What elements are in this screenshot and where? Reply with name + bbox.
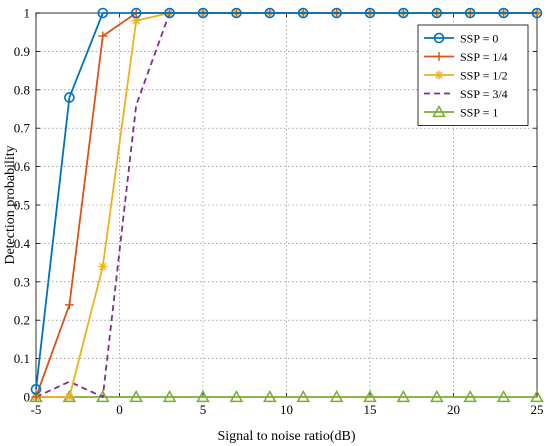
legend-entry: SSP = 3/4 (424, 87, 508, 101)
data-point (130, 7, 142, 19)
x-tick-label: 20 (447, 402, 460, 417)
data-point (364, 7, 376, 19)
legend: SSP = 0 SSP = 1/4 SSP = 1/2 SSP = 3/4 SSP = … (417, 24, 529, 126)
data-point (98, 31, 108, 41)
legend-marker (432, 104, 446, 118)
data-point (496, 389, 511, 403)
data-point (30, 384, 42, 395)
y-tick-label: 0.2 (14, 313, 30, 328)
x-tick-label: 15 (364, 402, 377, 417)
data-point (197, 7, 209, 19)
x-tick-label: 10 (280, 402, 293, 417)
data-point (97, 7, 109, 19)
legend-label: SSP = 1 (460, 106, 498, 120)
data-point (64, 300, 74, 310)
asterisk-marker-d2 (435, 71, 443, 79)
legend-label: SSP = 0 (460, 32, 498, 46)
y-tick-label: 0.6 (14, 159, 31, 174)
data-point (263, 389, 277, 403)
data-point (498, 7, 509, 19)
y-tick-label: 0 (24, 390, 31, 405)
data-point (231, 7, 242, 19)
asterisk-marker-d2 (65, 393, 74, 401)
data-point (162, 389, 177, 403)
y-tick-label: 0.3 (14, 274, 30, 289)
data-point (398, 7, 409, 19)
data-point (331, 7, 342, 19)
legend-label: SSP = 1/4 (460, 50, 508, 64)
data-point (329, 389, 344, 403)
y-tick-label: 0.7 (14, 121, 31, 136)
series-ssp-0 (30, 7, 543, 395)
data-point (531, 7, 543, 19)
x-tick-label: 5 (200, 402, 207, 417)
y-tick-label: 0.1 (14, 351, 30, 366)
legend-label: SSP = 1/2 (460, 69, 508, 83)
y-axis-label: Detection probability (3, 145, 18, 264)
data-point (98, 261, 108, 271)
data-point (297, 7, 309, 19)
legend-marker (433, 32, 445, 44)
y-tick-labels: 0 0.1 0.2 0.3 0.4 0.5 0.6 0.7 0.8 0.9 1 (14, 6, 31, 405)
x-tick-label: 25 (531, 402, 544, 417)
data-point (363, 389, 377, 403)
x-tick-label: -5 (31, 402, 42, 417)
data-point (229, 389, 244, 403)
y-tick-label: 0.8 (14, 82, 30, 97)
data-point (64, 92, 75, 103)
series-ssp-1 (29, 389, 544, 403)
series-line (35, 12, 537, 390)
legend-marker (434, 52, 444, 61)
data-point (196, 389, 210, 403)
legend-entry: SSP = 1 (424, 104, 498, 120)
legend-entry: SSP = 1/2 (424, 69, 508, 83)
y-tick-label: 0.9 (14, 44, 30, 59)
x-tick-labels: -5 0 5 10 15 20 25 (31, 402, 544, 417)
data-point (164, 7, 175, 19)
data-point (264, 7, 276, 19)
data-point (430, 389, 444, 403)
x-tick-label: 0 (116, 402, 123, 417)
data-point (431, 7, 443, 19)
y-tick-label: 0.5 (14, 198, 30, 213)
data-point (396, 389, 411, 403)
y-tick-label: 0.4 (14, 236, 31, 251)
legend-entry: SSP = 1/4 (424, 50, 508, 64)
asterisk-marker-d2 (99, 262, 107, 271)
data-point (296, 389, 310, 403)
asterisk-marker-d2 (132, 16, 140, 25)
data-point (530, 389, 544, 403)
x-axis-label: Signal to noise ratio(dB) (217, 429, 355, 444)
data-point (129, 389, 143, 403)
data-point (463, 389, 477, 403)
data-point (464, 7, 476, 19)
legend-entry: SSP = 0 (424, 32, 498, 46)
y-tick-label: 1 (24, 6, 31, 21)
legend-marker (434, 70, 444, 80)
legend-label: SSP = 3/4 (460, 87, 508, 101)
series-layer (29, 7, 544, 403)
data-point (64, 392, 74, 402)
